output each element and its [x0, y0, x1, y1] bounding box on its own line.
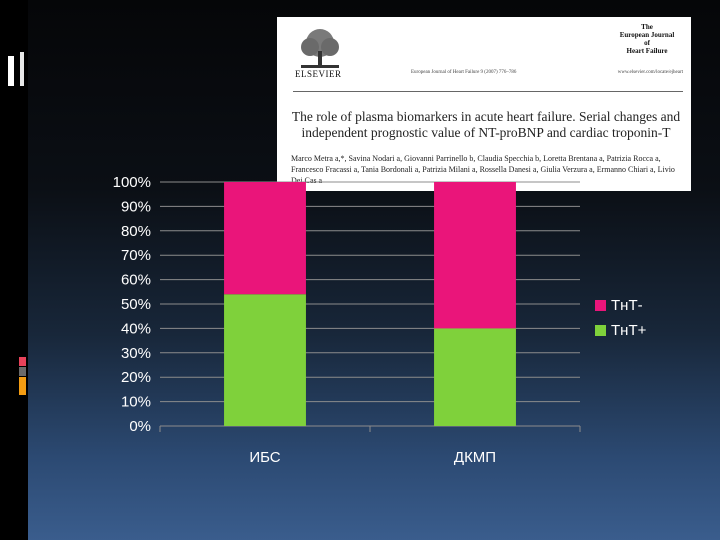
decoration-marker-orange	[19, 377, 26, 395]
y-tick-label: 40%	[121, 320, 151, 337]
bar-segment	[434, 182, 516, 329]
publisher-name: ELSEVIER	[295, 69, 342, 79]
legend-label: ТнТ+	[611, 322, 647, 339]
y-tick-label: 10%	[121, 394, 151, 411]
journal-name-line: European Journal	[619, 31, 675, 39]
bars	[224, 182, 516, 426]
publisher-tree-logo	[295, 27, 345, 73]
bar-segment	[434, 328, 516, 426]
y-tick-label: 70%	[121, 247, 151, 264]
decoration-marker-gray	[19, 367, 26, 376]
y-tick-label: 90%	[121, 198, 151, 215]
legend-label: ТнТ-	[611, 297, 643, 314]
journal-citation: European Journal of Heart Failure 9 (200…	[411, 70, 517, 75]
bar-segment	[224, 182, 306, 295]
journal-name: The European Journal of Heart Failure	[611, 23, 683, 55]
x-category-label: ДКМП	[454, 449, 496, 466]
journal-name-line: The	[641, 23, 653, 31]
y-tick-label: 80%	[121, 223, 151, 240]
y-tick-label: 0%	[129, 418, 151, 435]
decoration-marker-red	[19, 357, 26, 366]
y-tick-label: 100%	[113, 174, 151, 191]
x-category-label: ИБС	[249, 449, 280, 466]
bar-segment	[224, 294, 306, 426]
y-axis-tick-labels: 0% 10% 20% 30% 40% 50% 60% 70% 80% 90% 100%	[113, 174, 151, 435]
journal-name-line: of	[644, 39, 650, 47]
y-tick-label: 50%	[121, 296, 151, 313]
article-header-image: ELSEVIER European Journal of Heart Failu…	[277, 17, 691, 191]
gridlines	[159, 181, 581, 432]
legend-swatch	[595, 300, 606, 311]
article-authors: Marco Metra a,*, Savina Nodari a, Giovan…	[291, 154, 675, 185]
y-tick-label: 60%	[121, 272, 151, 289]
decoration-bar	[20, 52, 24, 86]
legend-swatch	[595, 325, 606, 336]
journal-name-line: Heart Failure	[626, 47, 668, 55]
left-sidebar-strip	[0, 0, 28, 540]
y-tick-label: 30%	[121, 345, 151, 362]
y-tick-label: 20%	[121, 369, 151, 386]
article-title: The role of plasma biomarkers in acute h…	[291, 109, 681, 140]
legend: ТнТ- ТнТ+	[595, 297, 647, 339]
x-axis-category-labels: ИБС ДКМП	[249, 449, 496, 466]
header-divider	[293, 91, 683, 92]
decoration-bar	[8, 56, 14, 86]
journal-url: www.elsevier.com/locate/ejheart	[617, 70, 683, 75]
